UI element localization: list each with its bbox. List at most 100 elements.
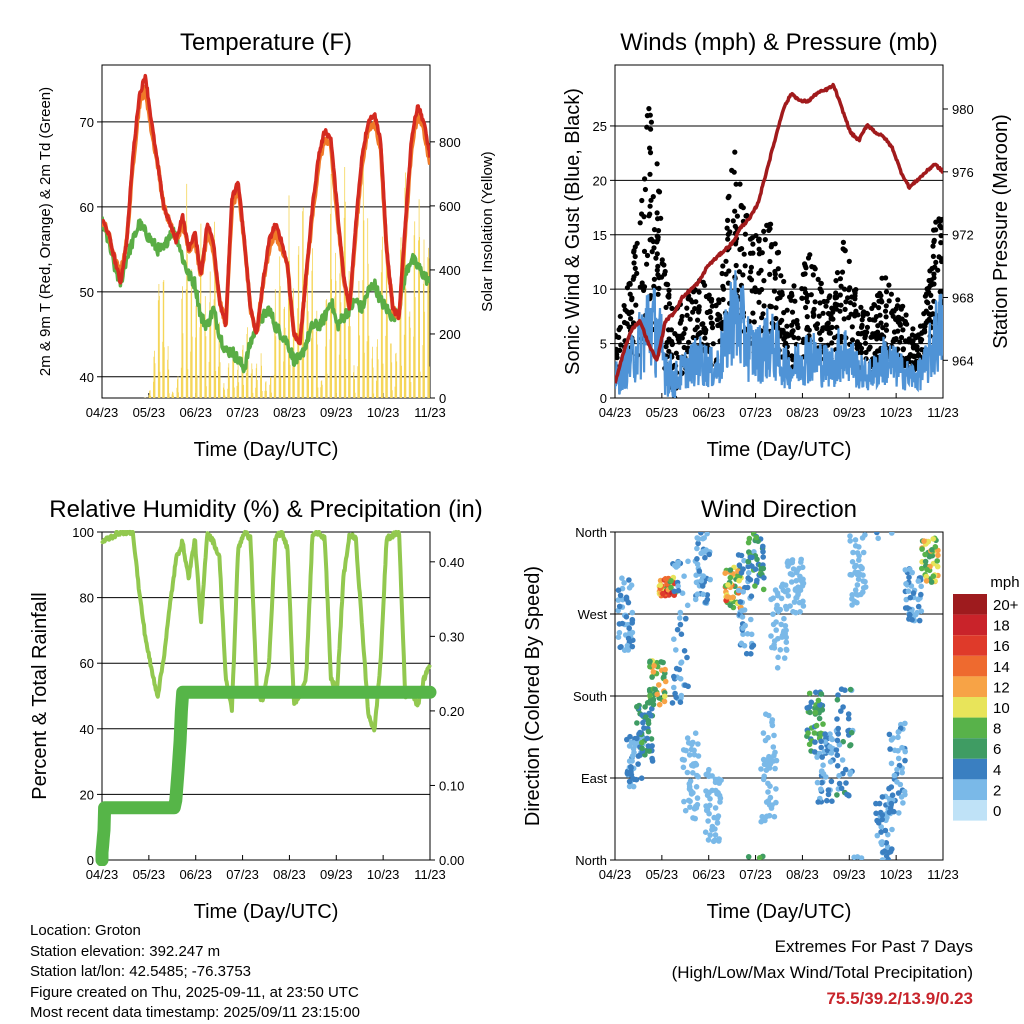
gust-point [655, 272, 661, 278]
gust-point [634, 240, 640, 246]
direction-point [891, 772, 898, 779]
direction-point [681, 757, 687, 763]
gust-point [749, 288, 755, 294]
direction-point [694, 591, 701, 597]
plot-frame [614, 64, 944, 399]
direction-point [885, 856, 891, 860]
x-tick-label: 04/23 [86, 405, 119, 420]
gust-point [811, 312, 817, 318]
x-axis-label: Time (Day/UTC) [707, 439, 852, 461]
direction-point [904, 605, 911, 611]
direction-point [806, 690, 813, 697]
direction-point [693, 805, 700, 811]
direction-point [738, 552, 745, 559]
direction-point [623, 614, 630, 620]
x-tick-label: 04/23 [599, 867, 632, 882]
gust-point [834, 270, 841, 276]
direction-point [834, 752, 841, 758]
direction-point [811, 730, 818, 736]
direction-point [895, 755, 902, 762]
direction-point [774, 665, 781, 671]
gust-point [910, 338, 916, 344]
direction-point [707, 832, 713, 838]
gust-point [733, 262, 739, 269]
direction-point [895, 729, 902, 735]
gust-point [806, 327, 812, 333]
gust-point [748, 269, 754, 275]
direction-point [669, 700, 676, 706]
direction-point [704, 592, 711, 598]
gust-point [921, 311, 927, 317]
gust-point [791, 283, 797, 289]
gust-point [816, 313, 822, 319]
y-tick-label: North [575, 525, 607, 540]
direction-point [852, 543, 859, 549]
direction-point [623, 594, 630, 601]
direction-point [888, 784, 895, 790]
gust-point [936, 254, 942, 260]
direction-point [813, 689, 819, 696]
gust-point [829, 340, 835, 346]
direction-point [634, 735, 640, 742]
direction-point [825, 787, 832, 793]
gust-point [928, 292, 934, 298]
direction-point [772, 765, 778, 772]
gust-point [659, 257, 665, 263]
gust-point [713, 303, 719, 309]
gust-point [627, 291, 633, 297]
gust-point [654, 251, 660, 257]
direction-point [714, 820, 721, 826]
humidity-series [95, 530, 437, 866]
direction-point [767, 760, 774, 767]
direction-point [770, 621, 777, 628]
gust-point [655, 291, 661, 297]
gust-point [898, 334, 905, 341]
gust-point [755, 237, 762, 243]
gust-point [617, 347, 623, 353]
direction-point [760, 554, 766, 560]
direction-point [684, 602, 691, 609]
direction-point [626, 577, 632, 583]
direction-point [874, 832, 881, 839]
gust-point [644, 261, 650, 267]
gust-point [872, 302, 878, 308]
direction-point [791, 599, 798, 605]
direction-point [873, 810, 879, 817]
direction-point [685, 558, 691, 565]
direction-point [752, 583, 758, 589]
direction-point [671, 592, 677, 598]
y-tick-label: 50 [80, 285, 94, 300]
direction-point [787, 560, 794, 566]
direction-point [680, 764, 687, 771]
direction-point [706, 810, 712, 817]
direction-point [761, 773, 767, 779]
gust-point [654, 210, 660, 216]
direction-point [770, 595, 776, 601]
gust-point [756, 270, 762, 276]
direction-point [656, 682, 662, 688]
temperature-series [102, 73, 430, 398]
gust-point [867, 344, 873, 350]
gust-point [723, 271, 729, 277]
direction-point [862, 532, 868, 538]
direction-point [649, 743, 655, 749]
y2-tick-label: 968 [952, 290, 974, 305]
gust-point [767, 271, 773, 277]
direction-point [774, 602, 780, 609]
gust-point [883, 289, 890, 295]
location-text: Location: Groton [30, 922, 141, 939]
direction-point [894, 779, 900, 785]
gust-point [748, 277, 755, 283]
gust-point [747, 250, 754, 256]
x-tick-label: 08/23 [273, 867, 306, 882]
gust-point [848, 311, 854, 317]
direction-point [909, 617, 915, 623]
direction-point [631, 740, 637, 746]
direction-point [818, 744, 824, 751]
gust-point [927, 312, 934, 318]
chart-panel-wind-direction: 04/23 05/23 06/23 07/23 08/23 09/23 10/23 11/23… [522, 496, 959, 923]
gust-point [931, 271, 937, 277]
direction-point [829, 798, 835, 804]
direction-point [692, 596, 699, 603]
direction-point [849, 559, 856, 565]
